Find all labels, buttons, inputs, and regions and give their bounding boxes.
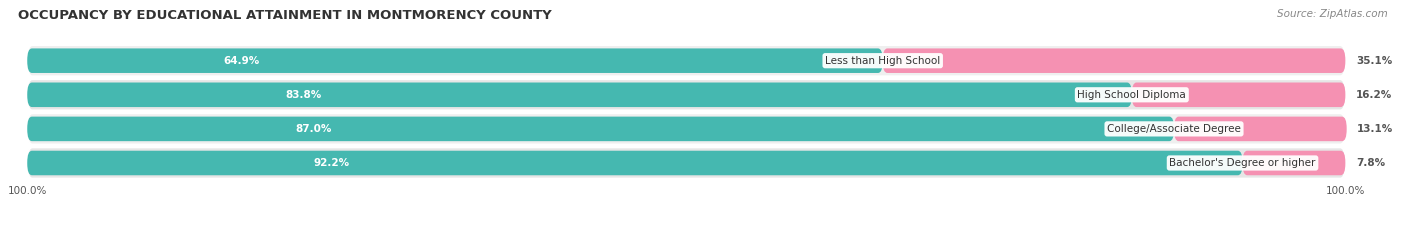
Text: Source: ZipAtlas.com: Source: ZipAtlas.com xyxy=(1277,9,1388,19)
FancyBboxPatch shape xyxy=(27,113,1346,144)
Text: 64.9%: 64.9% xyxy=(224,56,259,66)
Text: 92.2%: 92.2% xyxy=(314,158,349,168)
FancyBboxPatch shape xyxy=(27,116,1174,141)
FancyBboxPatch shape xyxy=(27,45,1346,76)
Text: 35.1%: 35.1% xyxy=(1355,56,1392,66)
Text: 7.8%: 7.8% xyxy=(1355,158,1385,168)
FancyBboxPatch shape xyxy=(27,147,1346,179)
FancyBboxPatch shape xyxy=(27,79,1346,110)
FancyBboxPatch shape xyxy=(883,48,1346,73)
Text: Bachelor's Degree or higher: Bachelor's Degree or higher xyxy=(1170,158,1316,168)
FancyBboxPatch shape xyxy=(1174,116,1347,141)
FancyBboxPatch shape xyxy=(27,48,883,73)
Text: High School Diploma: High School Diploma xyxy=(1077,90,1187,100)
FancyBboxPatch shape xyxy=(27,82,1132,107)
FancyBboxPatch shape xyxy=(27,151,1243,175)
Text: OCCUPANCY BY EDUCATIONAL ATTAINMENT IN MONTMORENCY COUNTY: OCCUPANCY BY EDUCATIONAL ATTAINMENT IN M… xyxy=(18,9,553,22)
Text: 16.2%: 16.2% xyxy=(1355,90,1392,100)
FancyBboxPatch shape xyxy=(1132,82,1346,107)
FancyBboxPatch shape xyxy=(1243,151,1346,175)
Text: 13.1%: 13.1% xyxy=(1357,124,1393,134)
Text: 83.8%: 83.8% xyxy=(285,90,322,100)
Text: 87.0%: 87.0% xyxy=(295,124,332,134)
Text: Less than High School: Less than High School xyxy=(825,56,941,66)
Text: College/Associate Degree: College/Associate Degree xyxy=(1107,124,1241,134)
